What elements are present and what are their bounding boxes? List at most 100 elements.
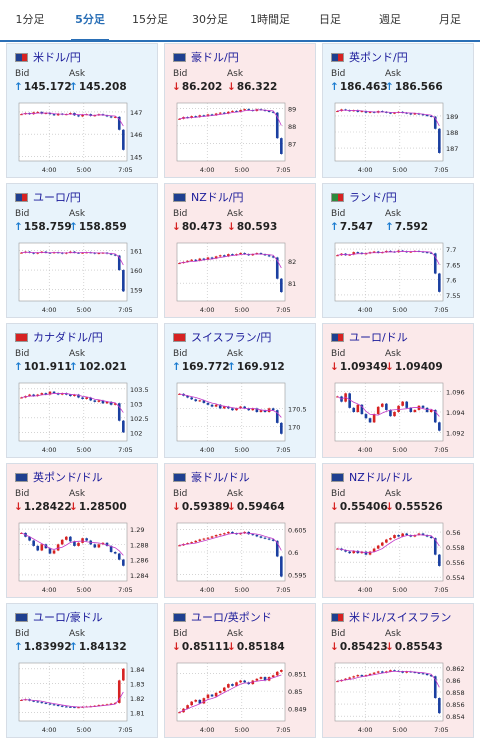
pair-title[interactable]: 英ポンド/ドル [15, 469, 103, 485]
candle [77, 252, 80, 254]
candle [405, 401, 409, 408]
candle [259, 677, 263, 679]
plot-area [334, 522, 444, 582]
rate-card[interactable]: 豪ドル/ドル Bid Ask ↓0.59389 ↓0.59464 0.605 0.… [164, 463, 316, 598]
pair-title[interactable]: 豪ドル/ドル [173, 469, 250, 485]
ask-value: ↑102.021 [69, 361, 127, 373]
rate-chart[interactable]: 161 160 159 4:00 5:00 7:05 [15, 239, 151, 315]
candle [32, 540, 35, 546]
rate-chart[interactable]: 170.5 170 4:00 5:00 7:05 [173, 379, 309, 455]
candle [186, 260, 189, 262]
rate-card[interactable]: 英ポンド/ドル Bid Ask ↓1.28422 ↓1.28500 1.29 1.… [6, 463, 158, 598]
rate-card[interactable]: 英ポンド/円 Bid Ask ↑186.463 ↑186.566 189 188 1… [322, 43, 474, 178]
x-tick-label: 4:00 [358, 306, 373, 314]
rate-chart[interactable]: 189 188 187 4:00 5:00 7:05 [331, 99, 467, 175]
pair-name: 英ポンド/ドル [33, 471, 103, 484]
rate-chart[interactable]: 0.605 0.6 0.595 4:00 5:00 7:05 [173, 519, 309, 595]
y-tick-label: 1.286 [130, 557, 149, 565]
rate-chart[interactable]: 147 146 145 4:00 5:00 7:05 [15, 99, 151, 175]
pair-title[interactable]: ユーロ/円 [15, 189, 81, 205]
candle [336, 396, 339, 398]
candle [202, 538, 206, 540]
rate-card[interactable]: NZドル/ドル Bid Ask ↓0.55406 ↓0.55526 0.56 0.… [322, 463, 474, 598]
rate-card[interactable]: ユーロ/豪ドル Bid Ask ↑1.83992 ↑1.84132 1.84 1.… [6, 603, 158, 738]
rate-chart[interactable]: 1.84 1.83 1.82 1.81 4:00 5:00 7:05 [15, 659, 151, 735]
pair-title[interactable]: ユーロ/英ポンド [173, 609, 272, 625]
x-tick-label: 7:05 [118, 586, 133, 594]
y-tick-label: 1.288 [130, 541, 149, 549]
rate-chart[interactable]: 0.56 0.558 0.556 0.554 4:00 5:00 7:05 [331, 519, 467, 595]
x-tick-label: 4:00 [42, 726, 57, 734]
candle [360, 675, 364, 677]
rate-chart[interactable]: 0.862 0.86 0.858 0.856 0.854 4:00 5:00 7:05 [331, 659, 467, 735]
candle [231, 254, 234, 256]
rate-chart[interactable]: 89 88 87 4:00 5:00 7:05 [173, 99, 309, 175]
rate-card[interactable]: 豪ドル/円 Bid Ask ↓86.202 ↓86.322 89 88 87 4:00… [164, 43, 316, 178]
rate-chart[interactable]: 1.096 1.094 1.092 4:00 5:00 7:05 [331, 379, 467, 455]
rate-chart[interactable]: 7.7 7.65 7.6 7.55 4:00 5:00 7:05 [331, 239, 467, 315]
rate-card[interactable]: ユーロ/ドル Bid Ask ↓1.09349 ↓1.09409 1.096 1.… [322, 323, 474, 458]
rate-card[interactable]: カナダドル/円 Bid Ask ↑101.911 ↑102.021 103.5 1… [6, 323, 158, 458]
moving-average-line [21, 112, 124, 127]
tab-5[interactable]: 日足 [319, 13, 341, 26]
bid-value: ↓86.202 [172, 81, 223, 93]
tab-2[interactable]: 15分足 [132, 13, 168, 26]
tab-7[interactable]: 月足 [439, 13, 461, 26]
pair-title[interactable]: 豪ドル/円 [173, 49, 239, 65]
bid-label: Bid [331, 69, 346, 79]
pair-title[interactable]: NZドル/ドル [331, 469, 412, 485]
pair-title[interactable]: ユーロ/ドル [331, 329, 408, 345]
tab-4[interactable]: 1時間足 [250, 13, 290, 26]
trend-arrow-icon: ↑ [227, 361, 236, 373]
pair-title[interactable]: ユーロ/豪ドル [15, 609, 103, 625]
pair-title[interactable]: 米ドル/円 [15, 49, 81, 65]
trend-arrow-icon: ↑ [14, 361, 23, 373]
candle [36, 252, 40, 254]
candle [368, 673, 372, 676]
rate-card[interactable]: 米ドル/スイスフラン Bid Ask ↓0.85423 ↓0.85543 0.8… [322, 603, 474, 738]
pair-title[interactable]: スイスフラン/円 [173, 329, 271, 345]
candle [425, 673, 429, 676]
rate-card[interactable]: ユーロ/円 Bid Ask ↑158.759 ↑158.859 161 160 15… [6, 183, 158, 318]
candle [433, 116, 437, 129]
pair-title[interactable]: ランド/円 [331, 189, 397, 205]
y-tick-label: 7.7 [446, 246, 456, 254]
candle [210, 257, 214, 259]
candle [210, 694, 214, 697]
trend-arrow-icon: ↓ [14, 501, 23, 513]
bid-label: Bid [331, 629, 346, 639]
y-tick-label: 0.6 [288, 549, 298, 557]
candle [32, 252, 35, 254]
candle [243, 680, 246, 683]
rate-card[interactable]: NZドル/円 Bid Ask ↓80.473 ↓80.593 82 81 4:00 5… [164, 183, 316, 318]
candle [56, 393, 60, 395]
rate-chart[interactable]: 103.5 103 102.5 102 4:00 5:00 7:05 [15, 379, 151, 455]
x-tick-label: 5:00 [234, 586, 249, 594]
x-tick-label: 7:05 [276, 306, 291, 314]
pair-title[interactable]: カナダドル/円 [15, 329, 103, 345]
candle [93, 400, 97, 402]
pair-title[interactable]: NZドル/円 [173, 189, 243, 205]
candle [109, 703, 113, 705]
candle [267, 110, 271, 112]
tab-3[interactable]: 30分足 [192, 13, 228, 26]
rate-card[interactable]: ユーロ/英ポンド Bid Ask ↓0.85111 ↓0.85184 0.851… [164, 603, 316, 738]
rate-chart[interactable]: 1.29 1.288 1.286 1.284 4:00 5:00 7:05 [15, 519, 151, 595]
y-tick-label: 7.6 [446, 277, 456, 285]
pair-title[interactable]: 米ドル/スイスフラン [331, 609, 451, 625]
rate-card[interactable]: ランド/円 Bid Ask ↑7.547 ↑7.592 7.7 7.65 7.6 7.… [322, 183, 474, 318]
x-tick-label: 5:00 [76, 726, 91, 734]
rate-chart[interactable]: 0.851 0.85 0.849 4:00 5:00 7:05 [173, 659, 309, 735]
rate-card[interactable]: 米ドル/円 Bid Ask ↑145.172 ↑145.208 147 146 14… [6, 43, 158, 178]
tab-1[interactable]: 5分足 [60, 0, 120, 42]
tab-6[interactable]: 週足 [379, 13, 401, 26]
pair-title[interactable]: 英ポンド/円 [331, 49, 408, 65]
candle [421, 533, 425, 536]
rate-chart[interactable]: 82 81 4:00 5:00 7:05 [173, 239, 309, 315]
candle [235, 110, 238, 112]
candle [429, 536, 433, 539]
rate-card[interactable]: スイスフラン/円 Bid Ask ↑169.772 ↑169.912 170.5… [164, 323, 316, 458]
tab-0[interactable]: 1分足 [15, 13, 45, 26]
y-tick-label: 147 [130, 109, 142, 117]
y-tick-label: 1.29 [130, 526, 144, 534]
